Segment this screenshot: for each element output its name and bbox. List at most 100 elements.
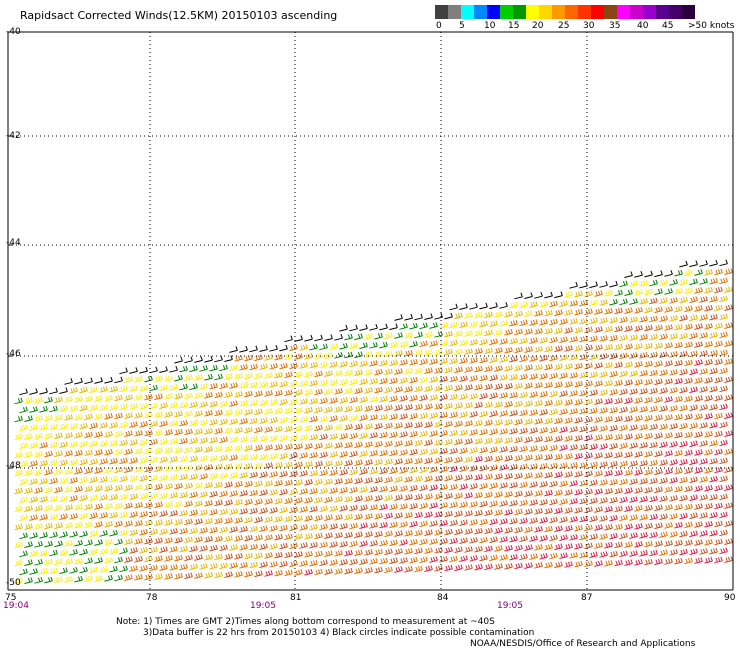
wind-barb xyxy=(414,511,423,519)
wind-barb xyxy=(379,557,388,565)
wind-barb xyxy=(234,445,243,452)
wind-barb xyxy=(604,523,613,531)
wind-barb xyxy=(304,388,313,396)
wind-barb xyxy=(574,434,583,442)
wind-barb xyxy=(209,544,218,552)
wind-barb xyxy=(429,340,438,347)
wind-barb xyxy=(664,468,673,475)
wind-barb xyxy=(419,412,428,420)
wind-barb xyxy=(359,378,368,385)
wind-barb xyxy=(404,439,413,447)
wind-barb xyxy=(379,539,388,547)
wind-barb xyxy=(409,340,418,348)
wind-barb xyxy=(329,379,338,386)
wind-barb xyxy=(674,269,683,277)
wind-barb xyxy=(564,435,573,442)
wind-barb xyxy=(674,377,683,385)
wind-barb xyxy=(454,330,463,338)
wind-barb xyxy=(84,467,93,475)
wind-barb xyxy=(519,427,528,435)
wind-barb xyxy=(349,324,358,332)
wind-barb xyxy=(494,545,503,552)
wind-barb xyxy=(159,456,168,463)
wind-barb xyxy=(459,429,468,436)
wind-barb xyxy=(389,359,398,367)
wind-barb xyxy=(544,399,553,407)
wind-barb xyxy=(654,486,663,494)
wind-barb xyxy=(639,459,648,467)
wind-barb xyxy=(544,291,553,299)
wind-barb xyxy=(249,417,258,425)
wind-barb xyxy=(334,370,343,377)
wind-barb xyxy=(219,454,228,462)
wind-barb xyxy=(394,566,403,573)
wind-barb xyxy=(319,433,328,441)
wind-barb xyxy=(574,344,583,352)
wind-barb xyxy=(564,399,573,406)
wind-barb xyxy=(669,369,678,376)
wind-barb xyxy=(504,418,513,426)
wind-barb xyxy=(514,364,523,372)
wind-barb xyxy=(84,521,93,529)
wind-barb xyxy=(204,535,213,543)
wind-barb xyxy=(529,481,538,488)
wind-barb xyxy=(349,522,358,530)
wind-barb xyxy=(429,358,438,365)
wind-barb xyxy=(619,370,628,378)
wind-barb xyxy=(154,501,163,509)
wind-barb xyxy=(94,377,103,384)
wind-barb xyxy=(659,441,668,448)
wind-barb xyxy=(389,431,398,439)
wind-barb xyxy=(239,381,248,389)
wind-barb xyxy=(129,529,138,536)
wind-barb xyxy=(344,495,353,503)
wind-barb xyxy=(144,483,153,491)
wind-barb xyxy=(89,476,98,484)
wind-barb xyxy=(229,454,238,461)
wind-barb xyxy=(674,305,683,313)
wind-barb xyxy=(584,560,593,568)
wind-barb xyxy=(479,446,488,454)
wind-barb xyxy=(714,448,723,456)
wind-barb xyxy=(604,343,613,351)
wind-barb xyxy=(49,459,58,467)
wind-barb xyxy=(704,502,713,510)
wind-barb xyxy=(694,287,703,294)
wind-barb xyxy=(609,460,618,468)
wind-barb xyxy=(104,484,113,492)
wind-barb xyxy=(14,505,23,513)
wind-barb xyxy=(469,321,478,328)
wind-barb xyxy=(174,518,183,526)
wind-barb xyxy=(669,351,678,358)
wind-barb xyxy=(344,333,353,341)
scale-label: >50 knots xyxy=(688,21,735,31)
wind-speed-color-scale xyxy=(435,5,695,19)
wind-barb xyxy=(464,348,473,355)
wind-barb xyxy=(94,395,103,402)
wind-barb xyxy=(639,549,648,557)
wind-barb xyxy=(659,513,668,520)
wind-barb xyxy=(724,520,733,527)
wind-barb xyxy=(139,528,148,536)
wind-barb xyxy=(489,410,498,418)
wind-barb xyxy=(524,382,533,389)
wind-barb xyxy=(534,490,543,497)
wind-barb xyxy=(464,312,473,319)
wind-barb xyxy=(619,406,628,414)
wind-barb xyxy=(704,484,713,492)
wind-barb xyxy=(484,329,493,337)
wind-barb xyxy=(104,466,113,474)
wind-barb xyxy=(389,449,398,457)
wind-barb xyxy=(439,483,448,491)
wind-barb xyxy=(384,530,393,538)
wind-barb xyxy=(94,431,103,438)
wind-barb xyxy=(444,456,453,464)
y-label-42s: -42 xyxy=(6,131,21,141)
wind-barb xyxy=(674,485,683,493)
wind-barb xyxy=(594,434,603,441)
wind-barb xyxy=(464,456,473,463)
wind-barb xyxy=(99,404,108,411)
wind-barb xyxy=(264,444,273,451)
wind-barb xyxy=(89,458,98,466)
wind-barb xyxy=(514,328,523,336)
